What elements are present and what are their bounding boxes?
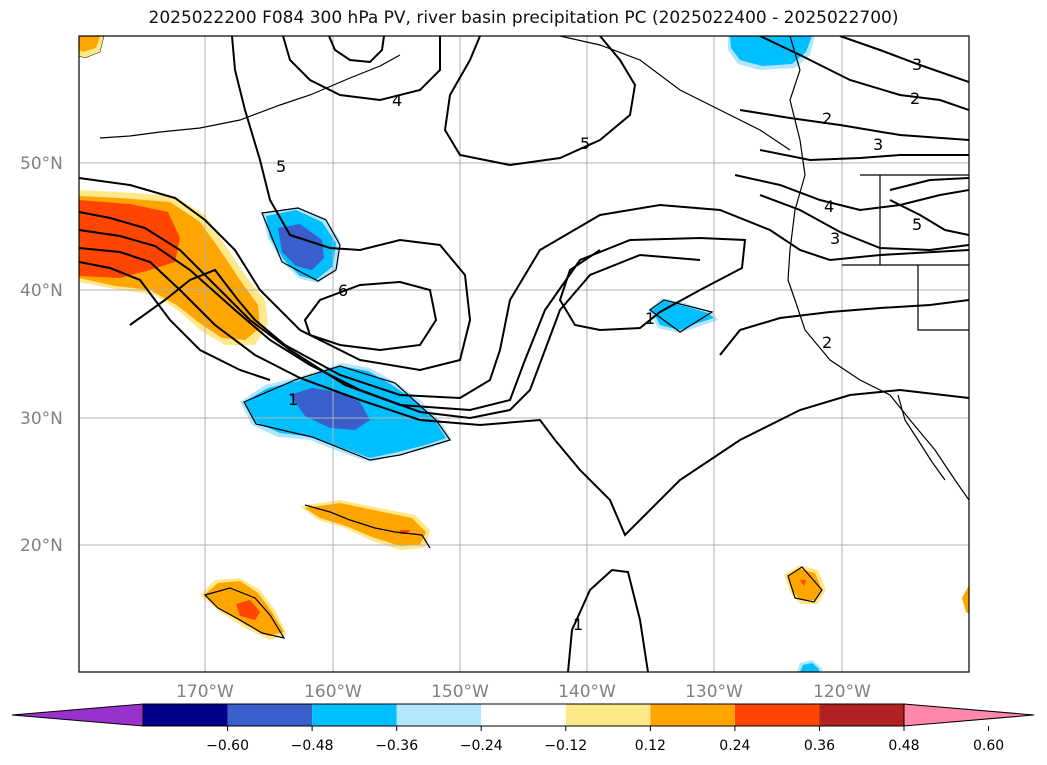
colorbar-ticks: −0.60 −0.48 −0.36 −0.24 −0.12 0.12 0.24 0.36 0.4…: [206, 726, 1004, 754]
contour-label: 4: [824, 197, 834, 216]
colorbar-segment: [143, 704, 228, 726]
page-title: 2025022200 F084 300 hPa PV, river basin …: [148, 8, 899, 28]
coastlines: [99, 36, 969, 639]
lat-label-40n: 40°N: [20, 281, 63, 301]
contour-label: 5: [580, 134, 590, 153]
map-plot: 4 5 5 3 2 2 3 4 3 5 6 1 1 2 1: [79, 36, 969, 672]
contour-label: 6: [338, 281, 348, 300]
colorbar-tick-label: −0.36: [375, 738, 418, 754]
colorbar-tick-label: −0.60: [206, 738, 249, 754]
colorbar-min-extend: [11, 703, 144, 727]
lon-label-130w: 130°W: [685, 682, 743, 702]
pv-contours: [79, 36, 969, 672]
lon-label-170w: 170°W: [176, 682, 234, 702]
colorbar-tick-label: −0.12: [544, 738, 587, 754]
lat-label-20n: 20°N: [20, 536, 63, 556]
lon-label-150w: 150°W: [431, 682, 489, 702]
colorbar-segments: [143, 704, 904, 726]
colorbar-segment: [481, 704, 566, 726]
colorbar-tick-label: 0.60: [973, 738, 1004, 754]
contour-label: 3: [873, 135, 883, 154]
colorbar-segment: [650, 704, 735, 726]
colorbar-tick-label: 0.24: [719, 738, 750, 754]
contour-labels: 4 5 5 3 2 2 3 4 3 5 6 1 1 2 1: [276, 55, 922, 634]
colorbar-segment: [565, 704, 651, 726]
colorbar-segment: [312, 704, 397, 726]
colorbar-frame: [142, 703, 905, 727]
latitude-labels: 50°N 40°N 30°N 20°N: [20, 154, 63, 556]
colorbar: −0.60 −0.48 −0.36 −0.24 −0.12 0.12 0.24 0.36 0.4…: [11, 703, 1035, 754]
longitude-labels: 170°W 160°W 150°W 140°W 130°W 120°W: [176, 682, 871, 702]
colorbar-tick-label: 0.12: [635, 738, 666, 754]
colorbar-tick-label: −0.24: [460, 738, 503, 754]
contour-label: 2: [822, 109, 832, 128]
contour-label: 2: [910, 89, 920, 108]
contour-label: 1: [573, 615, 583, 634]
lon-label-160w: 160°W: [304, 682, 362, 702]
lat-label-50n: 50°N: [20, 154, 63, 174]
contour-label: 5: [276, 157, 286, 176]
contour-label: 1: [645, 309, 655, 328]
lon-label-140w: 140°W: [558, 682, 616, 702]
colorbar-segment: [819, 704, 904, 726]
contour-label: 5: [912, 215, 922, 234]
colorbar-tick-label: 0.36: [804, 738, 835, 754]
colorbar-segment: [734, 704, 820, 726]
colorbar-segment: [396, 704, 482, 726]
contour-label: 1: [288, 390, 298, 409]
map-frame: [78, 35, 970, 673]
lat-label-30n: 30°N: [20, 409, 63, 429]
colorbar-tick-label: −0.48: [291, 738, 334, 754]
contour-label: 4: [392, 91, 402, 110]
contour-label: 2: [822, 333, 832, 352]
colorbar-tick-label: 0.48: [888, 738, 919, 754]
lon-label-120w: 120°W: [813, 682, 871, 702]
precip-shading: [79, 36, 969, 672]
contour-label: 3: [830, 229, 840, 248]
contour-label: 3: [912, 55, 922, 74]
colorbar-segment: [227, 704, 313, 726]
colorbar-max-extend: [903, 703, 1035, 727]
